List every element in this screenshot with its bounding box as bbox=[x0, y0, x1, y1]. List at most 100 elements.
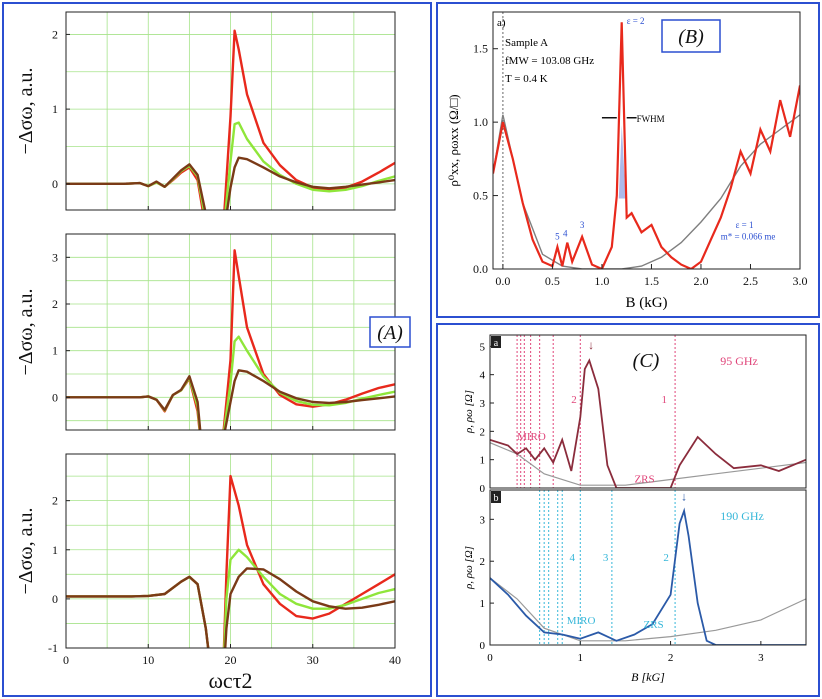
order-1-label: 1 bbox=[662, 394, 668, 406]
peak-arrow: ↓ bbox=[681, 489, 687, 503]
series-group bbox=[66, 29, 395, 210]
y-tick-label: 1 bbox=[52, 344, 58, 358]
x-tick-label: 0 bbox=[487, 652, 493, 664]
x-tick-label: 10 bbox=[142, 653, 154, 667]
corner-label: a) bbox=[497, 17, 506, 29]
panel-label-c: (C) bbox=[633, 350, 660, 372]
x-tick-label: 3.0 bbox=[793, 274, 808, 288]
y-tick-label: 2 bbox=[52, 494, 58, 508]
x-tick-label: 1.5 bbox=[644, 274, 659, 288]
series-line-brown bbox=[66, 369, 395, 430]
plot-frame bbox=[492, 11, 801, 270]
y-tick-label: 0 bbox=[52, 177, 58, 191]
y-tick-label: 1 bbox=[480, 598, 486, 610]
y-tick-label: 0.0 bbox=[473, 262, 488, 276]
x-tick-label: 2.5 bbox=[743, 274, 758, 288]
fwhm-fill bbox=[618, 125, 626, 199]
plot-frame bbox=[489, 334, 807, 489]
panel-b-frame bbox=[436, 2, 820, 318]
peak-5-label: 5 bbox=[555, 232, 560, 242]
series-group bbox=[66, 474, 395, 648]
series-group bbox=[490, 507, 806, 645]
subplot-tag: b bbox=[494, 493, 499, 504]
eps2-label: ε = 2 bbox=[627, 16, 645, 26]
x-tick-label: 40 bbox=[389, 653, 401, 667]
y-axis-label: −Δσω, a.u. bbox=[15, 508, 37, 595]
y-tick-label: 2 bbox=[52, 297, 58, 311]
y-tick-label: 3 bbox=[52, 250, 58, 264]
subplot-tag: a bbox=[494, 338, 499, 349]
miro-label: MIRO bbox=[567, 615, 596, 627]
series-line-brown bbox=[66, 567, 395, 648]
y-tick-label: 1.0 bbox=[473, 115, 488, 129]
y-axis-label: −Δσω, a.u. bbox=[15, 289, 37, 376]
fwhm-label: FWHM bbox=[637, 114, 665, 124]
y-tick-label: 4 bbox=[480, 370, 486, 382]
x-tick-label: 2 bbox=[668, 652, 674, 664]
x-tick-label: 0 bbox=[63, 653, 69, 667]
x-axis-label: ωcτ2 bbox=[208, 668, 252, 693]
peak-4-label: 4 bbox=[563, 229, 568, 239]
frequency-label: fMW = 103.08 GHz bbox=[505, 55, 594, 67]
subplot-tag-box bbox=[491, 336, 501, 348]
series-line bbox=[493, 22, 800, 269]
panel-c-frame bbox=[436, 323, 820, 697]
x-axis-label: B [kG] bbox=[631, 670, 665, 684]
panel-label-box bbox=[369, 316, 411, 348]
y-tick-label: 1 bbox=[480, 455, 486, 467]
series-group bbox=[490, 358, 806, 488]
y-tick-label: 0.5 bbox=[473, 189, 488, 203]
y-tick-label: 1.5 bbox=[473, 42, 488, 56]
order-2-label: 2 bbox=[571, 394, 577, 406]
series-group bbox=[493, 22, 800, 269]
y-tick-label: 3 bbox=[480, 398, 486, 410]
x-axis-label: B (kG) bbox=[625, 295, 667, 311]
temperature-label: T = 0.4 K bbox=[505, 73, 548, 85]
y-axis-label: ρ⁰xx, ρωxx (Ω/□) bbox=[446, 94, 461, 186]
x-tick-label: 0.5 bbox=[545, 274, 560, 288]
panel-label-box bbox=[661, 19, 721, 53]
y-tick-label: 3 bbox=[480, 514, 486, 526]
peak-arrow: ↓ bbox=[588, 338, 594, 352]
order-4-label: 4 bbox=[569, 552, 575, 564]
panel-a-chart: 0 1 2 −Δσω, a.u. 0 1 2 3 −Δσω, a.u. -1 0 1 2 −Δσω, a.… bbox=[15, 11, 411, 693]
y-tick-label: 0 bbox=[52, 390, 58, 404]
zrs-label: ZRS bbox=[634, 473, 654, 485]
x-tick-label: 1.0 bbox=[594, 274, 609, 288]
order-3-label: 3 bbox=[603, 552, 609, 564]
y-tick-label: 1 bbox=[52, 543, 58, 557]
series-group bbox=[66, 249, 395, 430]
zrs-label: ZRS bbox=[643, 619, 663, 631]
panel-label-a: (A) bbox=[377, 322, 403, 344]
y-axis-label: ρ, ρω [Ω] bbox=[463, 546, 475, 590]
frequency-label: 190 GHz bbox=[720, 509, 764, 523]
y-tick-label: 5 bbox=[480, 341, 486, 353]
x-tick-label: 0.0 bbox=[495, 274, 510, 288]
y-tick-label: 2 bbox=[52, 27, 58, 41]
x-tick-label: 30 bbox=[307, 653, 319, 667]
series-line bbox=[490, 358, 806, 488]
series-line bbox=[490, 507, 806, 645]
x-tick-label: 1 bbox=[578, 652, 584, 664]
panel-label-b: (B) bbox=[678, 26, 704, 48]
plot-frame bbox=[489, 489, 807, 646]
x-tick-label: 20 bbox=[225, 653, 237, 667]
subplot-tag-box bbox=[491, 491, 501, 503]
y-tick-label: -1 bbox=[48, 641, 58, 655]
series-line-brown bbox=[66, 156, 395, 210]
panel-a-frame bbox=[2, 2, 432, 697]
x-tick-label: 2.0 bbox=[693, 274, 708, 288]
frequency-label: 95 GHz bbox=[720, 354, 758, 368]
y-tick-label: 1 bbox=[52, 102, 58, 116]
series-line bbox=[490, 442, 806, 486]
x-tick-label: 3 bbox=[758, 652, 764, 664]
y-axis-label: −Δσω, a.u. bbox=[15, 68, 37, 155]
y-tick-label: 0 bbox=[480, 483, 486, 495]
order-2-label: 2 bbox=[663, 552, 669, 564]
y-tick-label: 0 bbox=[480, 640, 486, 652]
panel-b-chart: 0.0 0.5 1.0 1.5 2.0 2.5 3.0 0.0 0.5 1.0 1.5 B (kG) ρ… bbox=[446, 11, 808, 311]
miro-label: MIRO bbox=[517, 431, 546, 443]
y-axis-label: ρ, ρω [Ω] bbox=[463, 390, 475, 434]
y-tick-label: 2 bbox=[480, 556, 486, 568]
